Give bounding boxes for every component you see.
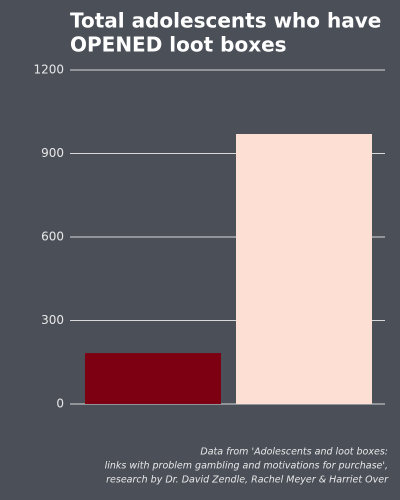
y-tick-label: 300 [41, 313, 64, 327]
bar [236, 134, 372, 404]
source-note: Data from 'Adolescents and loot boxes: [200, 447, 388, 458]
source-note: research by Dr. David Zendle, Rachel Mey… [106, 475, 389, 486]
y-tick-label: 0 [56, 397, 64, 411]
y-tick-label: 1200 [33, 63, 64, 77]
chart-title: Total adolescents who have [70, 9, 381, 33]
bar [85, 353, 221, 404]
y-tick-label: 900 [41, 146, 64, 160]
y-tick-label: 600 [41, 230, 64, 244]
source-note: links with problem gambling and motivati… [105, 461, 388, 472]
chart-title: OPENED loot boxes [70, 33, 287, 57]
